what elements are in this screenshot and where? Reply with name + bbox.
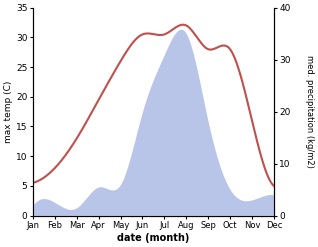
Y-axis label: max temp (C): max temp (C) [4,80,13,143]
X-axis label: date (month): date (month) [117,233,190,243]
Y-axis label: med. precipitation (kg/m2): med. precipitation (kg/m2) [305,55,314,168]
